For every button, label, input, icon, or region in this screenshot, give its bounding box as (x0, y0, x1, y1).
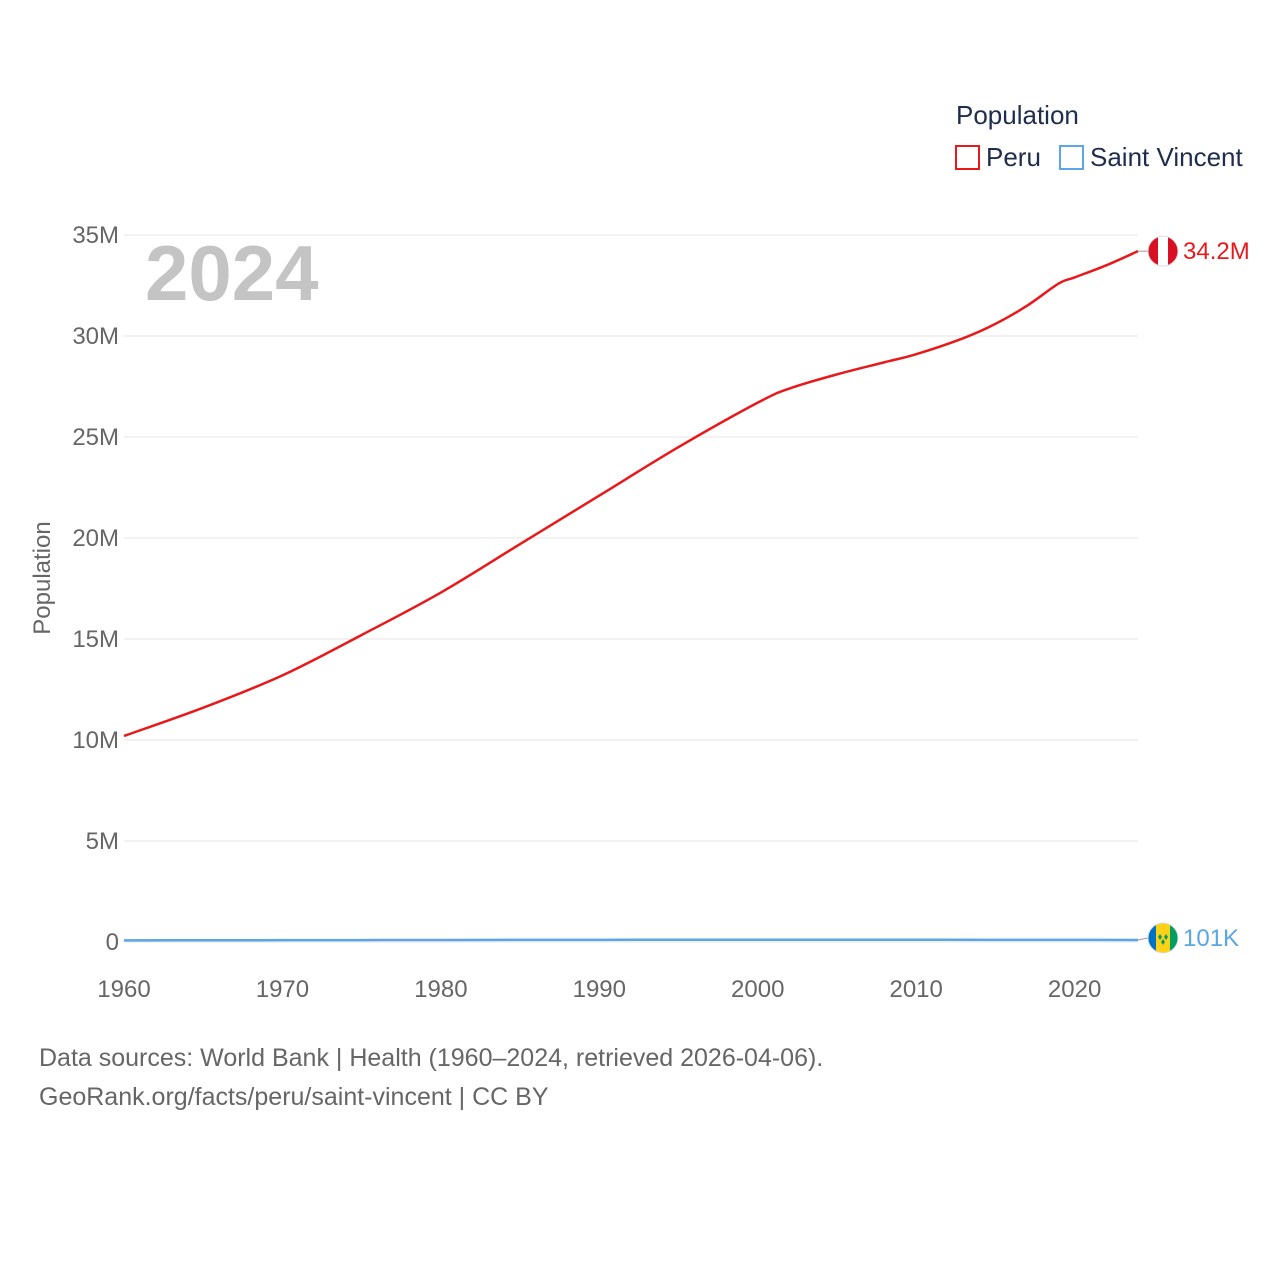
legend-title: Population (956, 100, 1079, 130)
series-line-saint-vincent (123, 938, 1139, 942)
x-tick-label: 1970 (256, 976, 309, 1003)
peru-flag-icon (1147, 235, 1179, 267)
y-tick-label: 10M (72, 727, 119, 754)
y-tick-label: 35M (72, 222, 119, 249)
y-axis-title: Population (29, 521, 56, 634)
y-tick-label: 20M (72, 525, 119, 552)
x-tick-label: 2010 (889, 976, 942, 1003)
footer-sources: Data sources: World Bank | Health (1960–… (39, 1044, 824, 1072)
y-tick-label: 25M (72, 424, 119, 451)
x-tick-label: 2020 (1048, 976, 1101, 1003)
series-lines (123, 250, 1139, 942)
grid-lines (124, 234, 1138, 943)
x-axis-ticks: 1960 1970 1980 1990 2000 2010 2020 (97, 976, 1101, 1003)
legend-swatch-saint-vincent[interactable] (1059, 145, 1084, 170)
legend-label-saint-vincent[interactable]: Saint Vincent (1090, 142, 1244, 172)
saint-vincent-flag-icon (1147, 922, 1179, 954)
series-line-peru (123, 250, 1139, 738)
saint-vincent-end-marker: 101K (1137, 922, 1239, 954)
legend-swatch-peru[interactable] (955, 145, 980, 170)
saint-vincent-end-label: 101K (1183, 925, 1239, 952)
year-label: 2024 (145, 229, 319, 317)
y-tick-label: 5M (86, 828, 119, 855)
x-tick-label: 1990 (573, 976, 626, 1003)
peru-end-label: 34.2M (1183, 238, 1250, 265)
x-tick-label: 1960 (97, 976, 150, 1003)
footer-attribution[interactable]: GeoRank.org/facts/peru/saint-vincent | C… (39, 1083, 549, 1111)
y-tick-label: 15M (72, 626, 119, 653)
x-tick-label: 1980 (414, 976, 467, 1003)
y-axis-ticks: 0 5M 10M 15M 20M 25M 30M 35M (72, 222, 119, 956)
y-tick-label: 30M (72, 323, 119, 350)
saint-vincent-leader-line (1137, 937, 1149, 941)
x-tick-label: 2000 (731, 976, 784, 1003)
legend: Population Peru Saint Vincent (955, 100, 1244, 172)
legend-label-peru[interactable]: Peru (986, 142, 1041, 172)
y-tick-label: 0 (106, 929, 119, 956)
peru-end-marker: 34.2M (1138, 235, 1250, 267)
